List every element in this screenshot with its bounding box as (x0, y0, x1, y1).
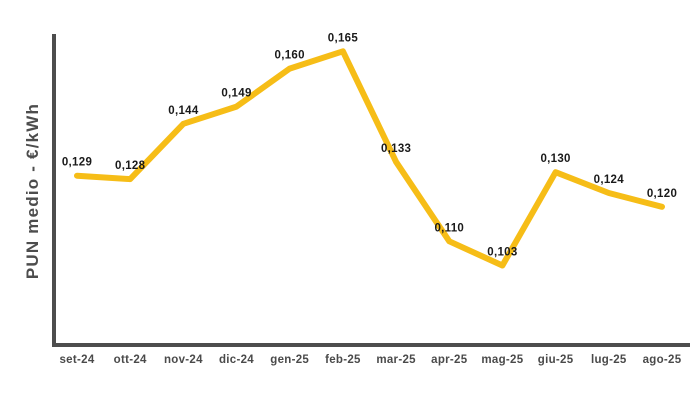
x-tick-label: mag-25 (481, 354, 523, 366)
point-label: 0,129 (62, 157, 92, 169)
point-label: 0,133 (381, 143, 411, 155)
x-tick-label: giu-25 (538, 354, 574, 366)
x-tick-label: lug-25 (591, 354, 627, 366)
x-tick-label: gen-25 (270, 354, 309, 366)
x-tick-label: nov-24 (164, 354, 203, 366)
point-labels: 0,129 0,128 0,144 0,149 0,160 0,165 0,133 0,110… (62, 32, 677, 258)
x-tick-label: set-24 (59, 354, 94, 366)
point-label: 0,149 (221, 88, 251, 100)
x-tick-label: apr-25 (431, 354, 468, 366)
pun-series-line (74, 48, 665, 269)
x-tick-label: mar-25 (376, 354, 416, 366)
point-label: 0,124 (594, 174, 625, 186)
point-label: 0,110 (434, 222, 464, 234)
point-label: 0,160 (275, 50, 305, 62)
point-label: 0,128 (115, 160, 146, 172)
point-label: 0,103 (487, 247, 517, 259)
x-tick-label: dic-24 (219, 354, 254, 366)
point-label: 0,165 (328, 32, 359, 44)
x-tick-labels: set-24 ott-24 nov-24 dic-24 gen-25 feb-25 mar-… (59, 354, 681, 366)
point-label: 0,120 (647, 188, 677, 200)
point-label: 0,144 (168, 105, 199, 117)
x-tick-label: ago-25 (643, 354, 682, 366)
point-label: 0,130 (540, 153, 570, 165)
y-axis-title: PUN medio - €/kWh (23, 103, 42, 279)
x-tick-label: ott-24 (114, 354, 147, 366)
x-tick-label: feb-25 (325, 354, 361, 366)
